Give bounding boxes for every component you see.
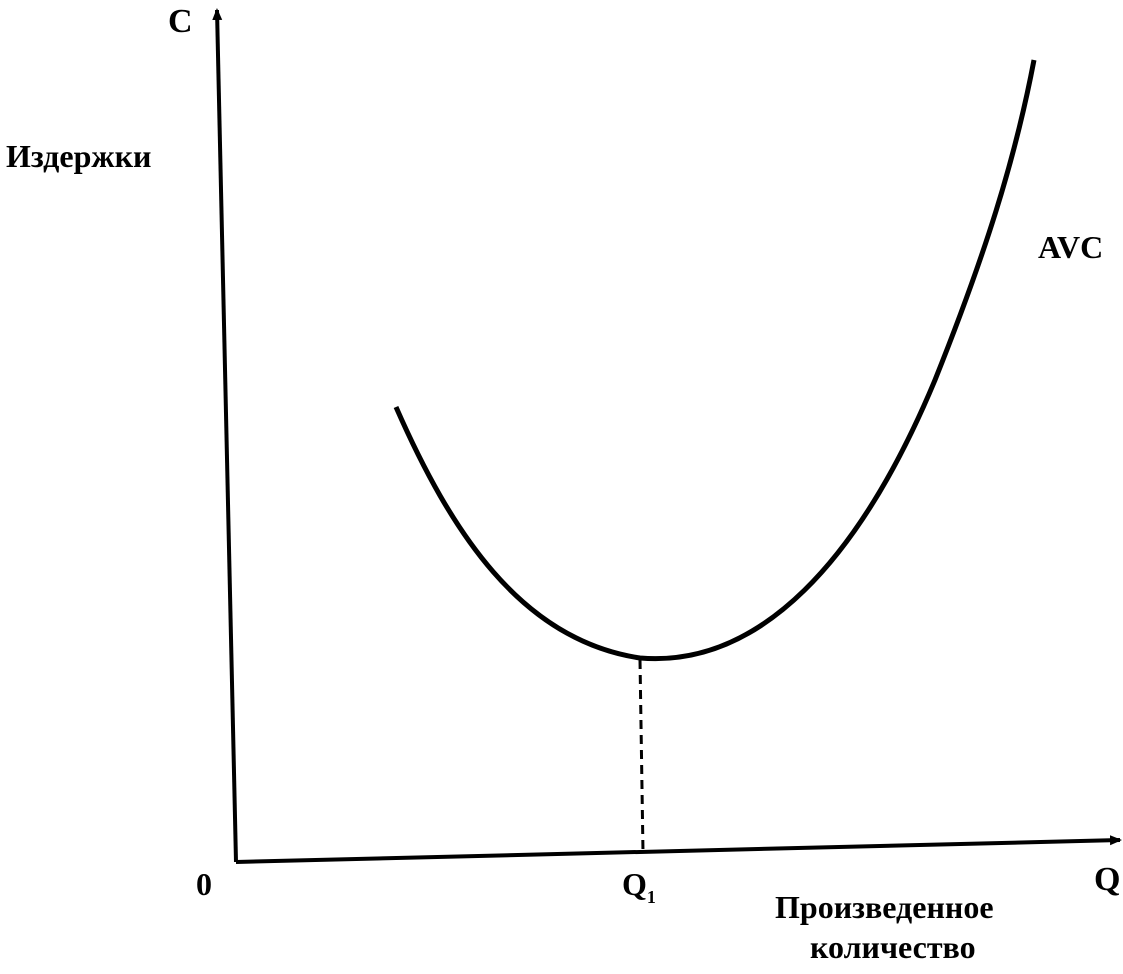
- y-axis: [212, 8, 238, 863]
- x-axis: [235, 835, 1122, 864]
- x-axis-label-line: количество: [810, 929, 976, 965]
- q1-dashed-line: [638, 659, 645, 853]
- x-axis-symbol: Q: [1094, 861, 1120, 898]
- q1-symbol: Q: [622, 866, 647, 902]
- y-axis-label: Издержки: [6, 138, 151, 174]
- origin-label: 0: [196, 866, 212, 902]
- x-axis-label-line: Произведенное: [775, 889, 994, 925]
- y-axis-symbol: C: [168, 3, 193, 40]
- q1-subscript: 1: [647, 887, 656, 907]
- curve-label: AVC: [1038, 229, 1103, 265]
- avc-curve: [393, 59, 1037, 662]
- q1-label: Q1: [622, 866, 656, 907]
